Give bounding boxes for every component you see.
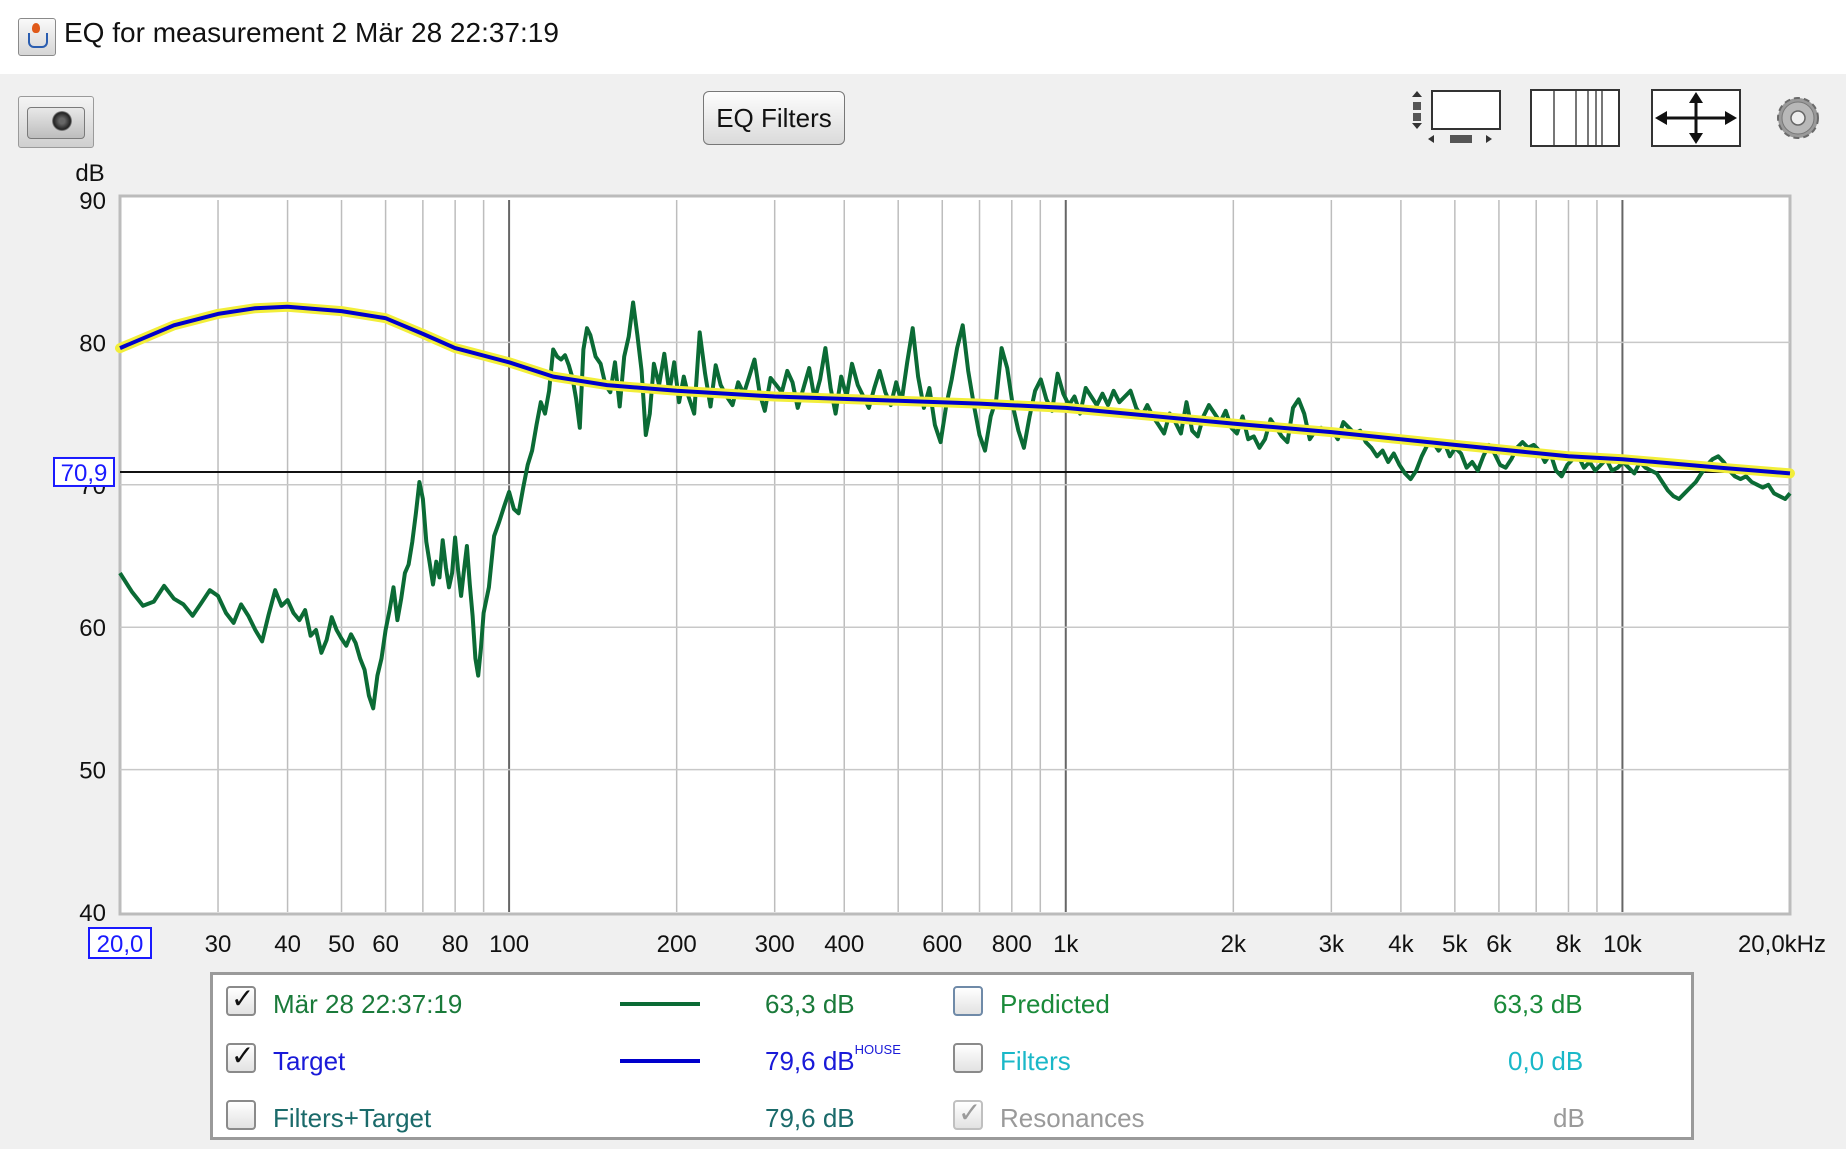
filters-checkbox[interactable]: [953, 1043, 983, 1073]
vertical-lines-icon: [1553, 91, 1603, 145]
y-tick-label: 40: [79, 900, 106, 927]
settings-button[interactable]: [1770, 89, 1826, 147]
y-tick-label: 50: [79, 758, 106, 785]
eq-filters-button[interactable]: EQ Filters: [703, 91, 845, 145]
java-app-icon: [18, 18, 56, 56]
measurement-checkbox[interactable]: ✓: [226, 982, 256, 1016]
legend-target-label: Target: [273, 1046, 346, 1076]
y-tick-label: 80: [79, 330, 106, 357]
measurement-series-line: [118, 300, 1792, 711]
vertical-scroll-icon: [1412, 90, 1501, 143]
target-checkbox[interactable]: ✓: [226, 1039, 256, 1073]
x-tick-label: 600: [922, 931, 962, 958]
check-icon: ✓: [958, 1096, 982, 1129]
x-tick-label: 2k: [1221, 931, 1247, 958]
target-value-text: 79,6 dB: [765, 1046, 855, 1076]
filters-target-checkbox[interactable]: [226, 1100, 256, 1130]
check-icon: ✓: [231, 1039, 255, 1072]
x-tick-label: 60: [372, 931, 399, 958]
vertical-grid: [119, 200, 1791, 912]
y-tick-label: 90: [79, 188, 106, 215]
legend-filters-value: 0,0 dB: [1508, 1046, 1584, 1076]
legend-filters-target-value: 79,6 dB: [765, 1103, 855, 1133]
series-layer: [115, 300, 1795, 711]
y-tick-labels: 405060708090: [79, 188, 106, 927]
x-tick-label: 10k: [1603, 931, 1643, 958]
x-tick-label: 300: [755, 931, 795, 958]
x-cursor-readout-box: [88, 927, 152, 959]
x-tick-labels: 30 40 50 60 80 100 200 300 400 600 800 1k 2k 3k 4k 5k 6k…: [205, 931, 1826, 958]
plot-area: [118, 194, 1792, 916]
x-tick-label: 80: [442, 931, 469, 958]
frequency-response-chart[interactable]: dB 405060708090 304050608010020030040060…: [0, 150, 1846, 965]
window-title: EQ for measurement 2 Mär 28 22:37:19: [64, 17, 559, 48]
x-tick-label: 200: [657, 931, 697, 958]
title-bar: EQ for measurement 2 Mär 28 22:37:19: [0, 0, 1846, 74]
legend-resonances-label: Resonances: [1000, 1103, 1145, 1133]
y-axis-unit-label: dB: [75, 160, 104, 187]
resonances-checkbox[interactable]: ✓: [953, 1096, 983, 1130]
vertical-lines-button[interactable]: [1530, 89, 1620, 147]
x-tick-label: 30: [205, 931, 232, 958]
legend-measurement-label: Mär 28 22:37:19: [273, 989, 463, 1019]
legend-predicted-label: Predicted: [1000, 989, 1110, 1019]
y-cursor-readout: 70,9: [61, 460, 108, 487]
fit-arrows-icon: [1655, 92, 1737, 144]
legend-target-value: 79,6 dBHOUSE: [765, 1042, 901, 1077]
horizontal-grid: [120, 341, 1790, 771]
x-tick-label: 50: [328, 931, 355, 958]
x-tick-label: 40: [274, 931, 301, 958]
fit-to-window-button[interactable]: [1651, 89, 1741, 147]
x-tick-label: 20,0kHz: [1738, 931, 1826, 958]
x-tick-label: 1k: [1053, 931, 1079, 958]
x-cursor-readout: 20,0: [97, 931, 144, 958]
x-tick-label: 800: [992, 931, 1032, 958]
target-line-swatch: [620, 1059, 700, 1063]
camera-icon: [27, 107, 85, 139]
check-icon: ✓: [231, 982, 255, 1015]
x-tick-label: 6k: [1486, 931, 1512, 958]
x-tick-label: 100: [489, 931, 529, 958]
measurement-line-swatch: [620, 1002, 700, 1006]
legend-measurement-value: 63,3 dB: [765, 989, 855, 1019]
house-curve-badge: HOUSE: [854, 1042, 901, 1057]
vertical-scroll-button[interactable]: [1410, 89, 1502, 147]
legend-filters-label: Filters: [1000, 1046, 1071, 1076]
legend-predicted-value: 63,3 dB: [1493, 989, 1583, 1019]
y-tick-label: 60: [79, 615, 106, 642]
legend-resonances-value: dB: [1553, 1103, 1585, 1133]
camera-button[interactable]: [18, 96, 94, 148]
legend-panel: ✓ Mär 28 22:37:19 63,3 dB ✓ Target 79,6 …: [210, 972, 1694, 1140]
predicted-checkbox[interactable]: [953, 986, 983, 1016]
x-tick-label: 5k: [1442, 931, 1468, 958]
target-series-line: [119, 304, 1791, 476]
x-tick-label: 8k: [1556, 931, 1582, 958]
x-tick-label: 4k: [1388, 931, 1414, 958]
y-cursor-readout-box: [53, 456, 115, 487]
gear-icon: [1777, 97, 1819, 139]
x-tick-label: 3k: [1319, 931, 1345, 958]
legend-filters-target-label: Filters+Target: [273, 1103, 432, 1133]
x-tick-label: 400: [824, 931, 864, 958]
